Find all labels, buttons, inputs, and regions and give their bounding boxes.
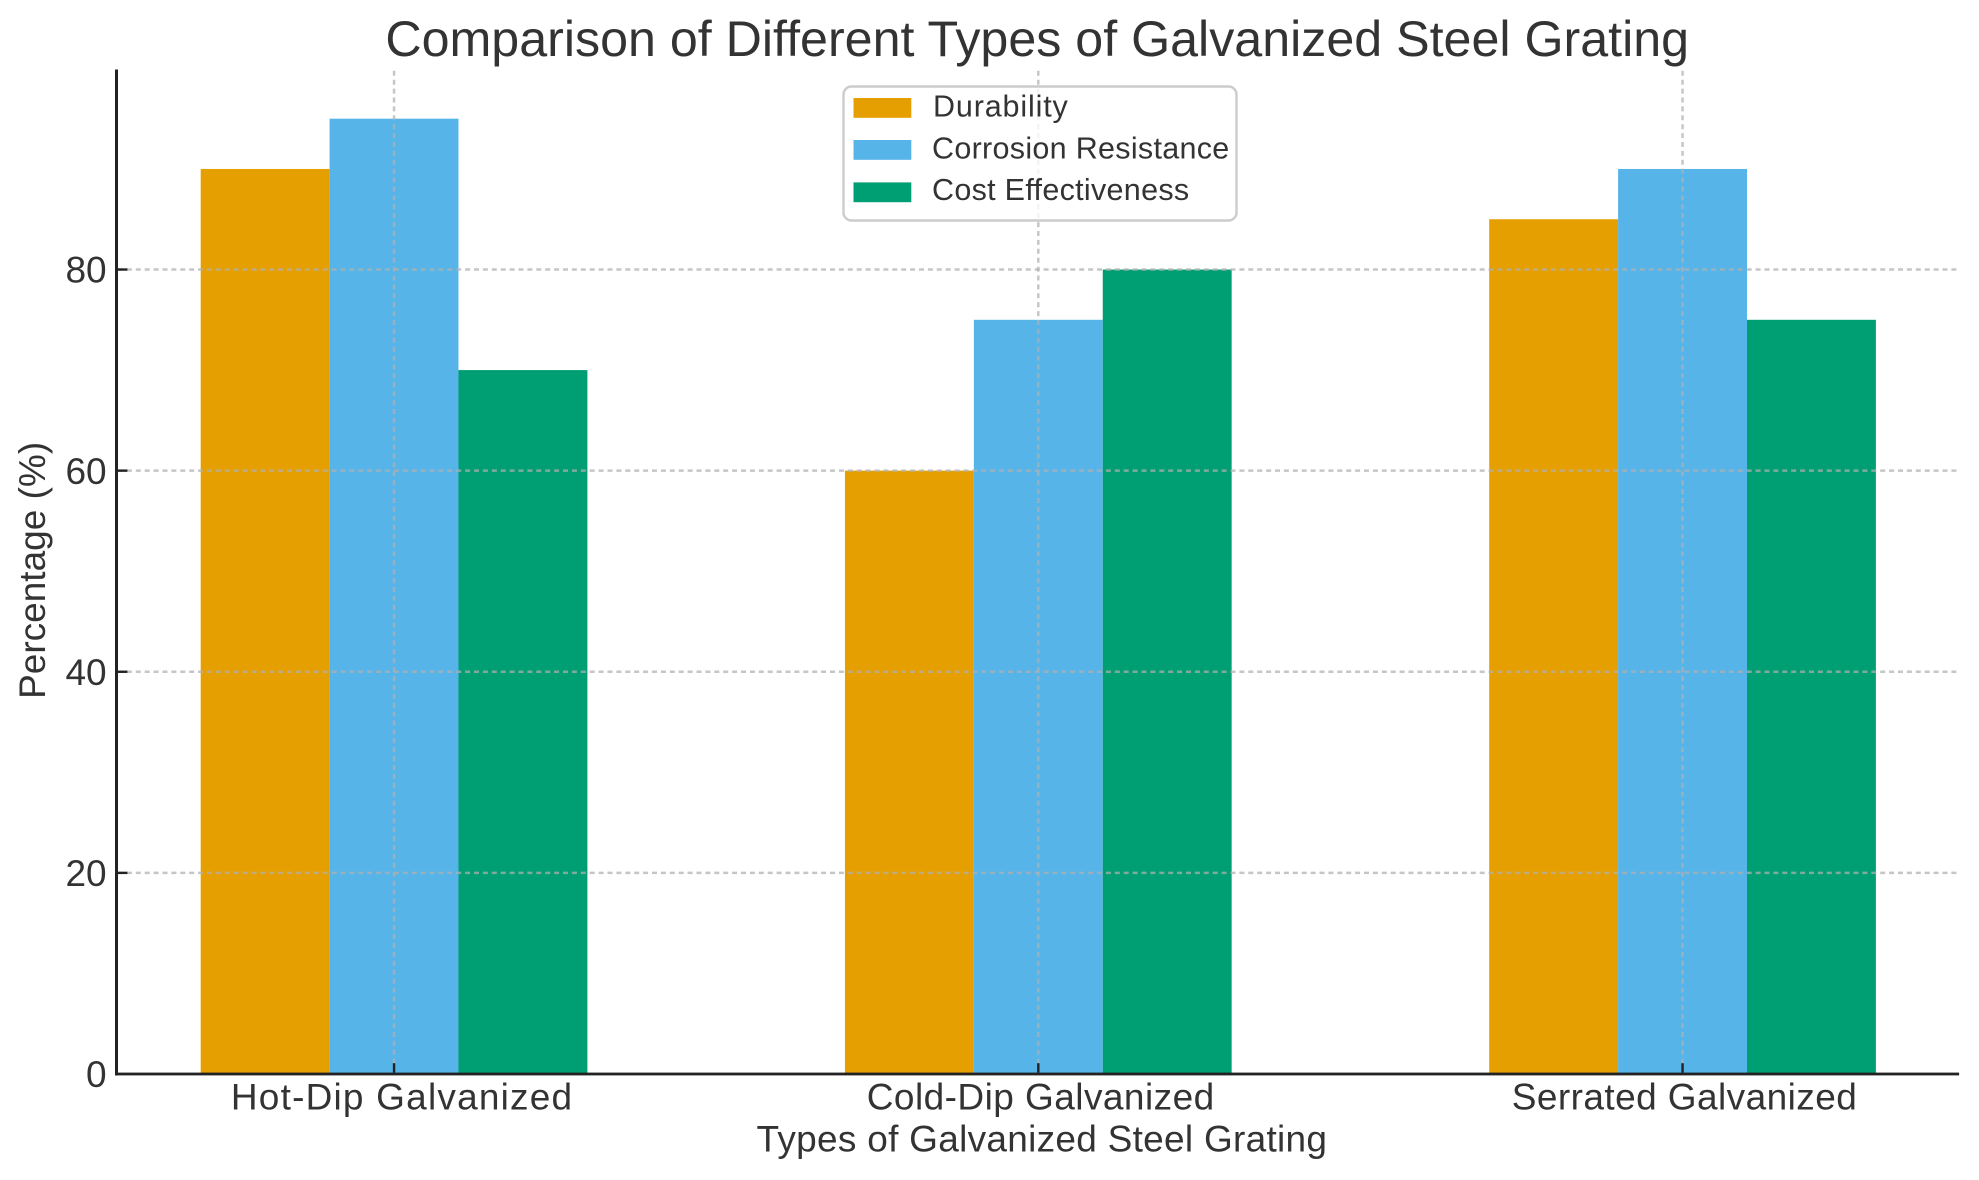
svg-text:40: 40 [65, 652, 106, 693]
svg-text:60: 60 [65, 451, 106, 492]
svg-text:Durability: Durability [933, 90, 1069, 124]
svg-text:Percentage (%): Percentage (%) [12, 442, 53, 699]
svg-text:80: 80 [65, 250, 106, 291]
svg-text:Cold-Dip Galvanized: Cold-Dip Galvanized [867, 1076, 1215, 1117]
svg-text:Hot-Dip Galvanized: Hot-Dip Galvanized [231, 1076, 573, 1117]
svg-text:0: 0 [86, 1054, 107, 1095]
svg-text:Corrosion Resistance: Corrosion Resistance [932, 131, 1230, 165]
svg-text:Types of Galvanized Steel Grat: Types of Galvanized Steel Grating [757, 1118, 1328, 1159]
svg-text:Comparison of Different Types: Comparison of Different Types of Galvani… [385, 11, 1689, 67]
svg-text:20: 20 [65, 853, 106, 894]
svg-text:Serrated Galvanized: Serrated Galvanized [1512, 1076, 1857, 1117]
svg-text:Cost Effectiveness: Cost Effectiveness [932, 173, 1189, 207]
